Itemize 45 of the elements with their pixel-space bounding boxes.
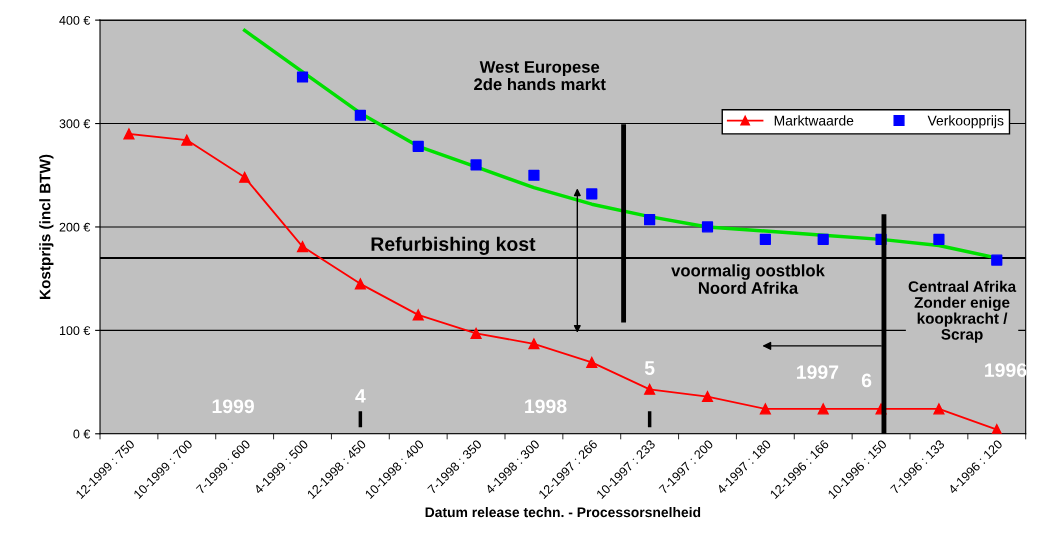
annotation: 5 <box>644 361 655 375</box>
annotation: voormalig oostblok Noord Afrika <box>671 264 825 294</box>
point <box>701 221 714 233</box>
point <box>181 134 193 146</box>
legend-label: Verkoopprijs <box>927 115 1004 129</box>
point <box>470 159 482 171</box>
point <box>586 188 598 200</box>
annotation: 4 <box>355 389 366 403</box>
point <box>354 109 366 121</box>
point <box>991 254 1003 266</box>
point <box>759 403 771 415</box>
annotation: 6 <box>861 373 872 388</box>
point <box>296 241 309 253</box>
point <box>239 171 251 183</box>
point <box>528 169 540 181</box>
point <box>354 278 366 290</box>
annotation: Centraal Afrika Zonder enige koopkracht / Scrap <box>908 280 1017 343</box>
point <box>759 233 771 245</box>
point <box>933 403 945 415</box>
point <box>123 128 135 140</box>
y-tick-label: 0 € <box>73 429 91 439</box>
point <box>586 356 598 368</box>
point <box>528 338 540 350</box>
y-tick-label: 100 € <box>59 326 91 336</box>
annotation: 1998 <box>525 399 567 414</box>
y-axis-title: Kostprijs (incl BTW) <box>39 154 54 299</box>
point <box>933 233 945 245</box>
point <box>412 309 424 321</box>
ref-line-label: Refurbishing kost <box>371 236 536 255</box>
point <box>296 71 309 83</box>
point <box>817 233 829 245</box>
y-tick-label: 300 € <box>59 119 91 129</box>
annotation: 1997 <box>797 365 839 380</box>
point <box>817 403 829 415</box>
point <box>644 214 656 226</box>
annotation: West Europese 2de hands markt <box>474 61 606 91</box>
point <box>644 383 656 395</box>
point <box>412 140 424 152</box>
legend-label: Marktwaarde <box>774 115 854 126</box>
y-tick-label: 200 € <box>59 222 91 232</box>
x-axis-title: Datum release techn. - Processorsnelheid <box>425 506 701 518</box>
point <box>470 327 482 340</box>
y-tick-label: 400 € <box>59 15 91 25</box>
point <box>701 390 714 403</box>
annotation: 1999 <box>212 399 254 414</box>
